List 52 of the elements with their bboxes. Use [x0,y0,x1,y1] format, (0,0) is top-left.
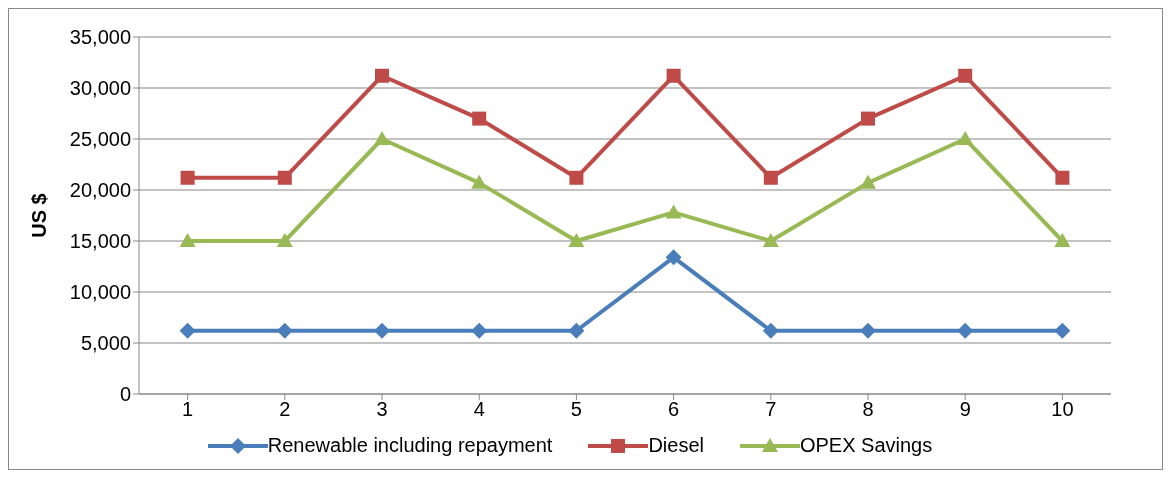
x-tick-label: 5 [570,398,582,421]
point [276,322,293,339]
point [569,170,584,185]
point [180,170,195,185]
point [1054,322,1071,339]
point [568,322,585,339]
x-tick-label: 6 [668,398,680,421]
point [861,111,875,126]
point [471,174,488,189]
point [179,322,196,339]
x-tick-label: 1 [182,398,194,421]
point [471,322,488,339]
legend-label: OPEX Savings [799,434,933,457]
y-tick-label: 10,000 [69,281,131,304]
point [860,174,876,189]
point [957,322,974,339]
legend-label: Renewable including repayment [267,434,553,457]
point [375,68,389,83]
x-tick-label: 4 [473,398,485,421]
point [762,233,779,247]
point [276,233,293,247]
legend-label: Diesel [648,434,704,457]
point [665,249,682,266]
point [666,68,681,83]
x-tick-label: 7 [765,398,777,421]
x-tick-label: 8 [862,398,874,421]
y-tick-label: 20,000 [69,179,131,202]
y-tick-label: 30,000 [69,77,131,100]
point [957,131,974,145]
point [374,131,390,145]
point [762,322,779,339]
x-tick-label: 9 [959,398,971,421]
x-tick-label: 2 [279,398,291,421]
point [277,170,292,185]
point [860,322,876,339]
point [179,233,196,247]
y-axis-title: US $ [28,193,51,238]
point [374,322,390,339]
point [472,111,487,126]
x-tick-label: 10 [1051,398,1074,421]
y-tick-label: 0 [119,383,131,406]
y-tick-label: 35,000 [69,26,131,49]
y-tick-label: 5,000 [80,332,131,355]
y-tick-label: 25,000 [69,128,131,151]
point [958,68,973,83]
point [1055,170,1070,185]
x-tick-label: 3 [376,398,388,421]
point [568,233,585,247]
point [665,204,682,219]
y-tick-label: 15,000 [69,230,131,253]
point [763,170,778,185]
point [1054,233,1071,247]
